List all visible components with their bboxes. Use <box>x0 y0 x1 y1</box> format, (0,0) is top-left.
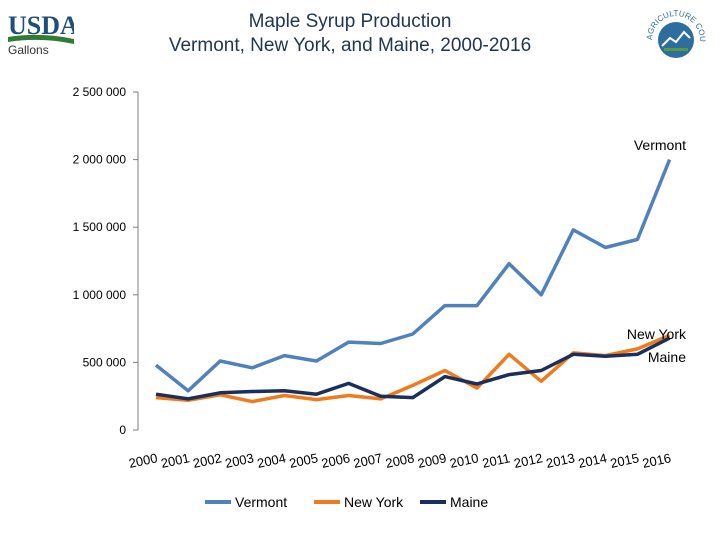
chart-title-line1: Maple Syrup Production <box>248 11 452 32</box>
x-tick-label: 2000 <box>127 450 158 471</box>
x-tick-label: 2014 <box>577 450 608 471</box>
x-axis: 2000 2001 2002 2003 2004 2005 2006 2007 2008 2009… <box>127 450 672 471</box>
chart-title: Maple Syrup Production Vermont, New York… <box>130 10 570 58</box>
series-lines <box>154 158 672 404</box>
x-tick-label: 2005 <box>288 450 319 471</box>
agriculture-counts-seal: AGRICULTURE COUNTS <box>640 4 707 58</box>
series-annotation: Vermont <box>634 137 686 153</box>
x-tick-label: 2001 <box>159 450 190 471</box>
series-line-vermont <box>154 158 672 393</box>
x-tick-label: 2002 <box>192 450 223 471</box>
x-tick-label: 2008 <box>384 450 415 471</box>
legend-label: New York <box>344 494 404 510</box>
y-tick-label: 2 000 000 <box>73 153 127 167</box>
y-unit-label: Gallons <box>8 43 49 57</box>
y-axis: 0 500 000 1 000 000 1 500 000 2 000 000 2 500… <box>73 85 139 437</box>
x-tick-label: 2006 <box>320 450 351 471</box>
series-labels: Vermont New York Maine <box>627 137 687 365</box>
x-tick-label: 2013 <box>545 450 576 471</box>
legend-label: Maine <box>450 494 488 510</box>
x-tick-label: 2016 <box>641 450 672 471</box>
legend: Vermont New York Maine <box>205 494 488 510</box>
chart-title-line2: Vermont, New York, and Maine, 2000-2016 <box>168 35 532 56</box>
x-tick-label: 2007 <box>352 450 383 471</box>
x-tick-label: 2003 <box>224 450 255 471</box>
y-tick-label: 2 500 000 <box>73 85 127 99</box>
y-tick-label: 0 <box>119 423 126 437</box>
x-tick-label: 2009 <box>416 450 447 471</box>
y-tick-label: 1 000 000 <box>73 288 127 302</box>
usda-logo: USDA <box>8 11 74 44</box>
x-tick-label: 2012 <box>513 450 544 471</box>
x-tick-label: 2010 <box>448 450 479 471</box>
y-tick-label: 1 500 000 <box>73 220 127 234</box>
x-tick-label: 2015 <box>609 450 640 471</box>
series-annotation: Maine <box>648 349 686 365</box>
series-line-maine <box>155 336 671 401</box>
legend-label: Vermont <box>235 494 287 510</box>
x-tick-label: 2011 <box>481 450 511 470</box>
series-annotation: New York <box>627 326 687 342</box>
x-tick-label: 2004 <box>256 450 287 471</box>
y-tick-label: 500 000 <box>83 355 127 369</box>
